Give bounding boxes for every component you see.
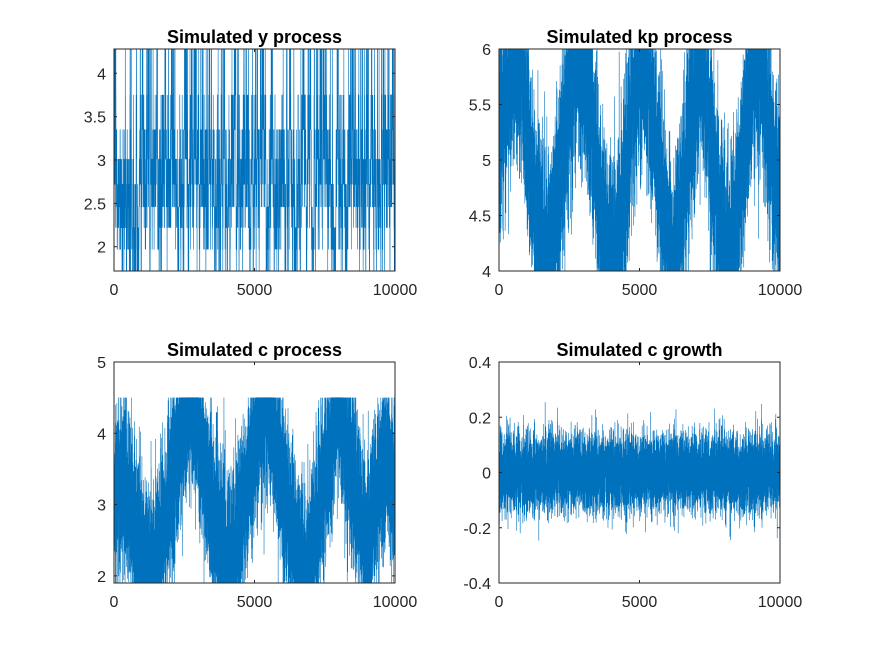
chart-title: Simulated c growth xyxy=(556,340,722,360)
y-tick-label: 0.2 xyxy=(469,410,491,427)
y-tick-label: 2 xyxy=(97,240,106,257)
y-tick-label: 5 xyxy=(97,355,106,372)
series-line-y-process xyxy=(114,49,395,271)
y-tick-label: 0 xyxy=(482,466,491,483)
y-tick-label: -0.2 xyxy=(463,521,491,538)
x-tick-label: 5000 xyxy=(237,594,273,611)
series-line-kp-process xyxy=(499,49,780,271)
x-tick-label: 10000 xyxy=(373,282,418,299)
chart-title: Simulated y process xyxy=(167,27,342,47)
y-tick-label: 6 xyxy=(482,42,491,59)
y-tick-label: 4 xyxy=(97,66,106,83)
x-tick-label: 0 xyxy=(495,594,504,611)
x-tick-label: 10000 xyxy=(758,282,803,299)
chart-title: Simulated kp process xyxy=(546,27,732,47)
series-line-c-growth xyxy=(499,402,780,541)
y-tick-label: 4.5 xyxy=(469,209,491,226)
y-tick-label: 2 xyxy=(97,569,106,586)
y-tick-label: 4 xyxy=(482,264,491,281)
x-tick-label: 0 xyxy=(110,594,119,611)
x-tick-label: 0 xyxy=(110,282,119,299)
y-tick-label: 5 xyxy=(482,153,491,170)
y-tick-label: -0.4 xyxy=(463,576,491,593)
y-tick-label: 2.5 xyxy=(84,196,106,213)
y-tick-label: 3.5 xyxy=(84,110,106,127)
x-tick-label: 5000 xyxy=(622,282,658,299)
y-tick-label: 4 xyxy=(97,426,106,443)
subplot-y-process: 0 5000 10000 2 2.5 3 3.5 4 Simulated y process xyxy=(84,27,418,299)
subplot-c-process: 0 5000 10000 2 3 4 5 Simulated c process xyxy=(97,340,417,611)
x-tick-label: 0 xyxy=(495,282,504,299)
x-tick-label: 10000 xyxy=(758,594,803,611)
subplot-kp-process: 0 5000 10000 4 4.5 5 5.5 6 Simulated kp process xyxy=(469,27,803,299)
y-tick-label: 5.5 xyxy=(469,98,491,115)
chart-title: Simulated c process xyxy=(167,340,342,360)
series-line-c-process xyxy=(114,397,395,583)
x-tick-label: 10000 xyxy=(373,594,418,611)
y-tick-label: 0.4 xyxy=(469,355,491,372)
subplot-c-growth: 0 5000 10000 -0.4 -0.2 0 0.2 0.4 Simulated c gro… xyxy=(463,340,802,611)
y-tick-label: 3 xyxy=(97,498,106,515)
x-tick-label: 5000 xyxy=(622,594,658,611)
x-tick-label: 5000 xyxy=(237,282,273,299)
y-tick-label: 3 xyxy=(97,153,106,170)
